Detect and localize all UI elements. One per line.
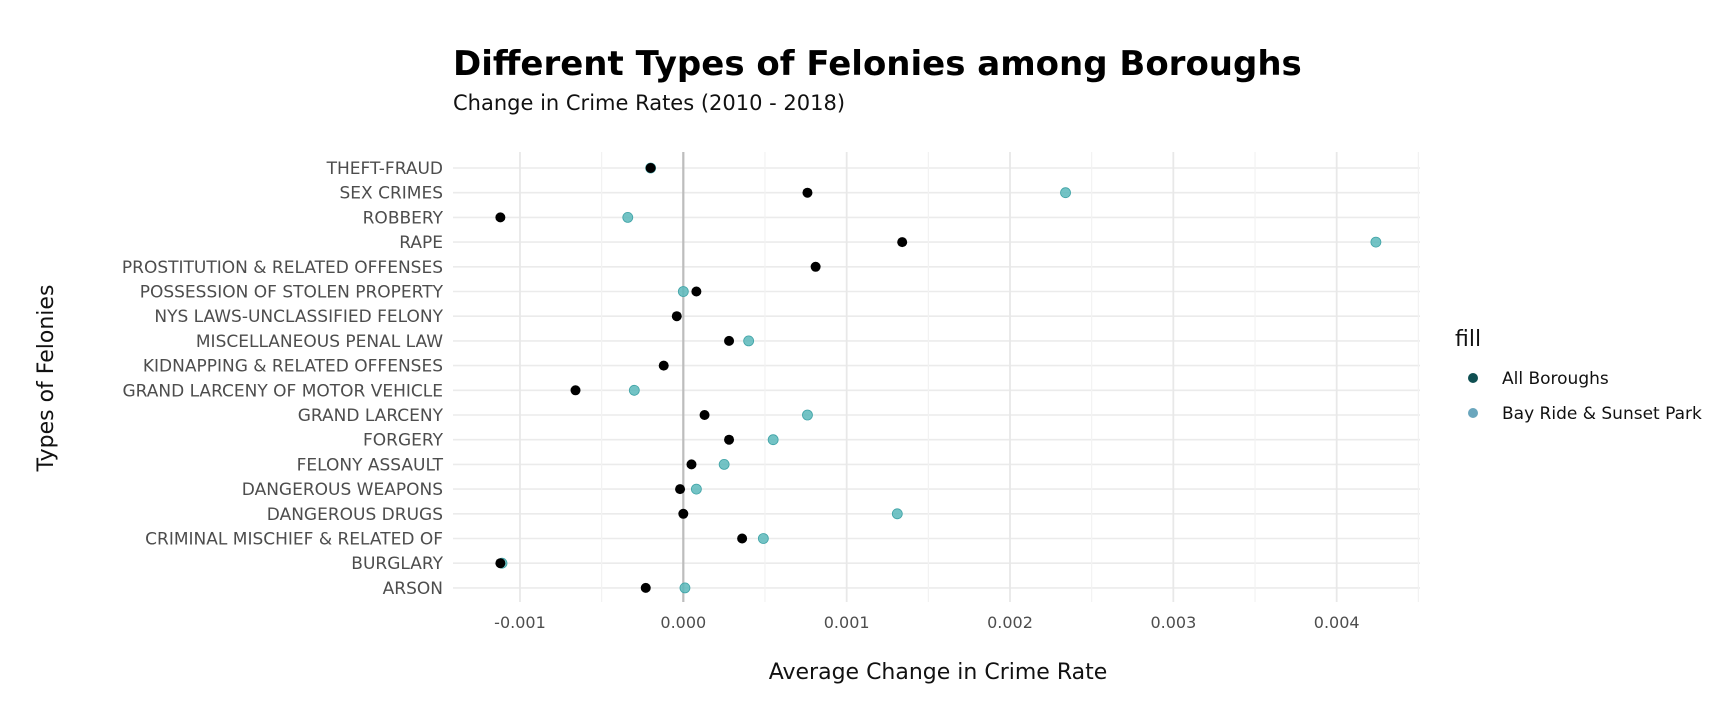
point-all-boroughs: [810, 261, 821, 272]
point-bay-ridge-sunset-park: [743, 335, 755, 347]
point-all-boroughs: [645, 163, 656, 173]
legend-entries: All Boroughs Bay Ride & Sunset Park: [1468, 369, 1702, 424]
category-label: NYS LAWS-UNCLASSIFIED FELONY: [154, 307, 443, 327]
point-all-boroughs: [671, 311, 682, 322]
point-bay-ridge-sunset-park: [718, 458, 730, 470]
category-label: GRAND LARCENY: [298, 406, 444, 426]
point-bay-ridge-sunset-park: [622, 211, 634, 223]
x-tick-label: 0.002: [987, 613, 1033, 632]
point-all-boroughs: [658, 360, 669, 371]
legend: fill All Boroughs Bay Ride & Sunset Park: [1455, 327, 1702, 424]
point-all-boroughs: [724, 335, 735, 346]
category-label: BURGLARY: [351, 554, 443, 574]
point-all-boroughs: [686, 459, 697, 470]
point-bay-ridge-sunset-park: [679, 582, 691, 594]
chart-subtitle: Change in Crime Rates (2010 - 2018): [453, 91, 845, 115]
category-label: FORGERY: [363, 431, 444, 451]
category-label: MISCELLANEOUS PENAL LAW: [196, 332, 443, 352]
grid-lines: [453, 152, 1420, 602]
category-label: ROBBERY: [363, 208, 444, 228]
point-all-boroughs: [737, 533, 748, 544]
category-label: DANGEROUS DRUGS: [267, 505, 443, 525]
category-label: PROSTITUTION & RELATED OFFENSES: [122, 258, 443, 278]
point-bay-ridge-sunset-park: [767, 434, 779, 446]
x-tick-label: 0.000: [660, 613, 706, 632]
legend-label: All Boroughs: [1502, 369, 1609, 389]
point-all-boroughs: [897, 237, 908, 248]
y-axis-title: Types of Felonies: [34, 285, 59, 473]
point-all-boroughs: [570, 385, 581, 396]
point-bay-ridge-sunset-park: [677, 286, 689, 297]
category-label: ARSON: [383, 579, 443, 599]
point-bay-ridge-sunset-park: [1370, 236, 1382, 248]
x-axis-tick-labels: -0.001 0.000 0.001 0.002 0.003 0.004: [494, 613, 1359, 632]
x-axis-title: Average Change in Crime Rate: [769, 660, 1108, 685]
point-all-boroughs: [691, 286, 702, 297]
legend-label: Bay Ride & Sunset Park: [1502, 404, 1702, 424]
x-tick-label: 0.001: [824, 613, 870, 632]
point-all-boroughs: [495, 558, 506, 569]
point-bay-ridge-sunset-park: [1060, 187, 1071, 199]
legend-key: [1468, 373, 1478, 383]
point-bay-ridge-sunset-park: [628, 384, 640, 396]
point-bay-ridge-sunset-park: [891, 508, 903, 520]
x-tick-label: 0.003: [1150, 613, 1196, 632]
data-points: [495, 162, 1382, 594]
legend-title: fill: [1455, 327, 1481, 352]
category-label: FELONY ASSAULT: [297, 455, 444, 475]
point-bay-ridge-sunset-park: [802, 409, 813, 421]
category-label: THEFT-FRAUD: [326, 159, 443, 179]
category-label: POSSESSION OF STOLEN PROPERTY: [140, 283, 444, 303]
category-label: KIDNAPPING & RELATED OFFENSES: [143, 357, 443, 377]
point-all-boroughs: [640, 582, 651, 593]
point-all-boroughs: [802, 187, 813, 198]
legend-key: [1468, 408, 1478, 418]
chart-title: Different Types of Felonies among Boroug…: [453, 44, 1302, 84]
x-tick-label: 0.004: [1314, 613, 1360, 632]
point-all-boroughs: [724, 434, 735, 445]
x-tick-label: -0.001: [494, 613, 546, 632]
y-axis-category-labels: THEFT-FRAUD SEX CRIMES ROBBERY RAPE PROSTITU…: [122, 159, 444, 599]
category-label: DANGEROUS WEAPONS: [242, 480, 443, 500]
category-label: CRIMINAL MISCHIEF & RELATED OF: [145, 530, 443, 550]
point-all-boroughs: [675, 484, 686, 495]
point-all-boroughs: [678, 508, 689, 519]
category-label: RAPE: [399, 233, 443, 253]
category-label: GRAND LARCENY OF MOTOR VEHICLE: [122, 381, 443, 401]
plot-area: [453, 152, 1420, 602]
point-all-boroughs: [495, 212, 506, 223]
category-label: SEX CRIMES: [340, 184, 443, 204]
point-bay-ridge-sunset-park: [690, 483, 702, 495]
point-all-boroughs: [699, 410, 710, 420]
point-bay-ridge-sunset-park: [757, 533, 769, 544]
